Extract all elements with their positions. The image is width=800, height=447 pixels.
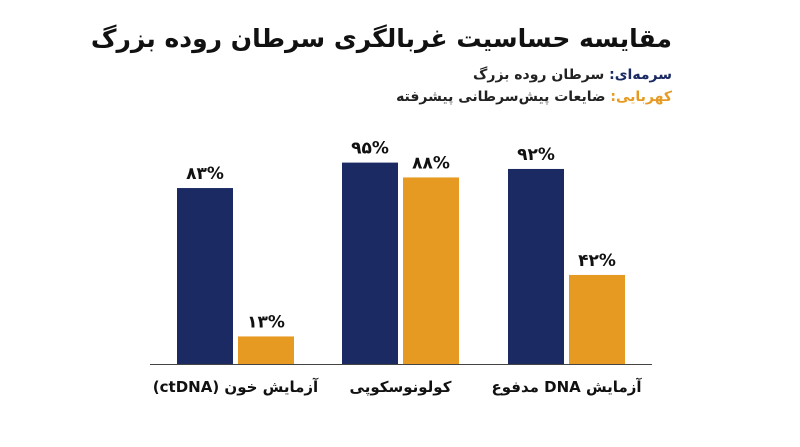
bar-amber-0 bbox=[238, 336, 294, 364]
legend-label-amber: ضایعات پیش‌سرطانی پیشرفته bbox=[396, 89, 606, 105]
bar-amber-2 bbox=[569, 274, 625, 364]
category-label: آزمایش خون (ctDNA) bbox=[153, 378, 319, 396]
bar-amber-1 bbox=[403, 177, 459, 364]
bar-value-label: ۹۵% bbox=[351, 139, 389, 159]
bar-value-label: ۹۲% bbox=[517, 145, 555, 165]
bar-navy-1 bbox=[342, 162, 398, 364]
bar-value-label: ۱۳% bbox=[247, 312, 285, 332]
legend-label-navy: سرطان روده بزرگ bbox=[473, 67, 605, 83]
bar-value-label: ۸۳% bbox=[186, 164, 224, 184]
category-label: کولونوسکوپی bbox=[350, 378, 452, 397]
category-label: آزمایش DNA مدفوع bbox=[491, 378, 642, 396]
bar-value-label: ۸۸% bbox=[412, 153, 450, 173]
legend-key-amber: کهربایی: bbox=[610, 89, 672, 105]
bar-navy-0 bbox=[177, 188, 233, 364]
bar-value-label: ۴۲% bbox=[578, 251, 616, 271]
legend-key-navy: سرمه‌ای: bbox=[609, 67, 672, 83]
legend-item-amber: کهربایی: ضایعات پیش‌سرطانی پیشرفته bbox=[396, 89, 672, 105]
bar-navy-2 bbox=[508, 168, 564, 364]
legend-item-navy: سرمه‌ای: سرطان روده بزرگ bbox=[473, 67, 672, 83]
chart-title: مقایسه حساسیت غربالگری سرطان روده بزرگ bbox=[90, 24, 672, 53]
